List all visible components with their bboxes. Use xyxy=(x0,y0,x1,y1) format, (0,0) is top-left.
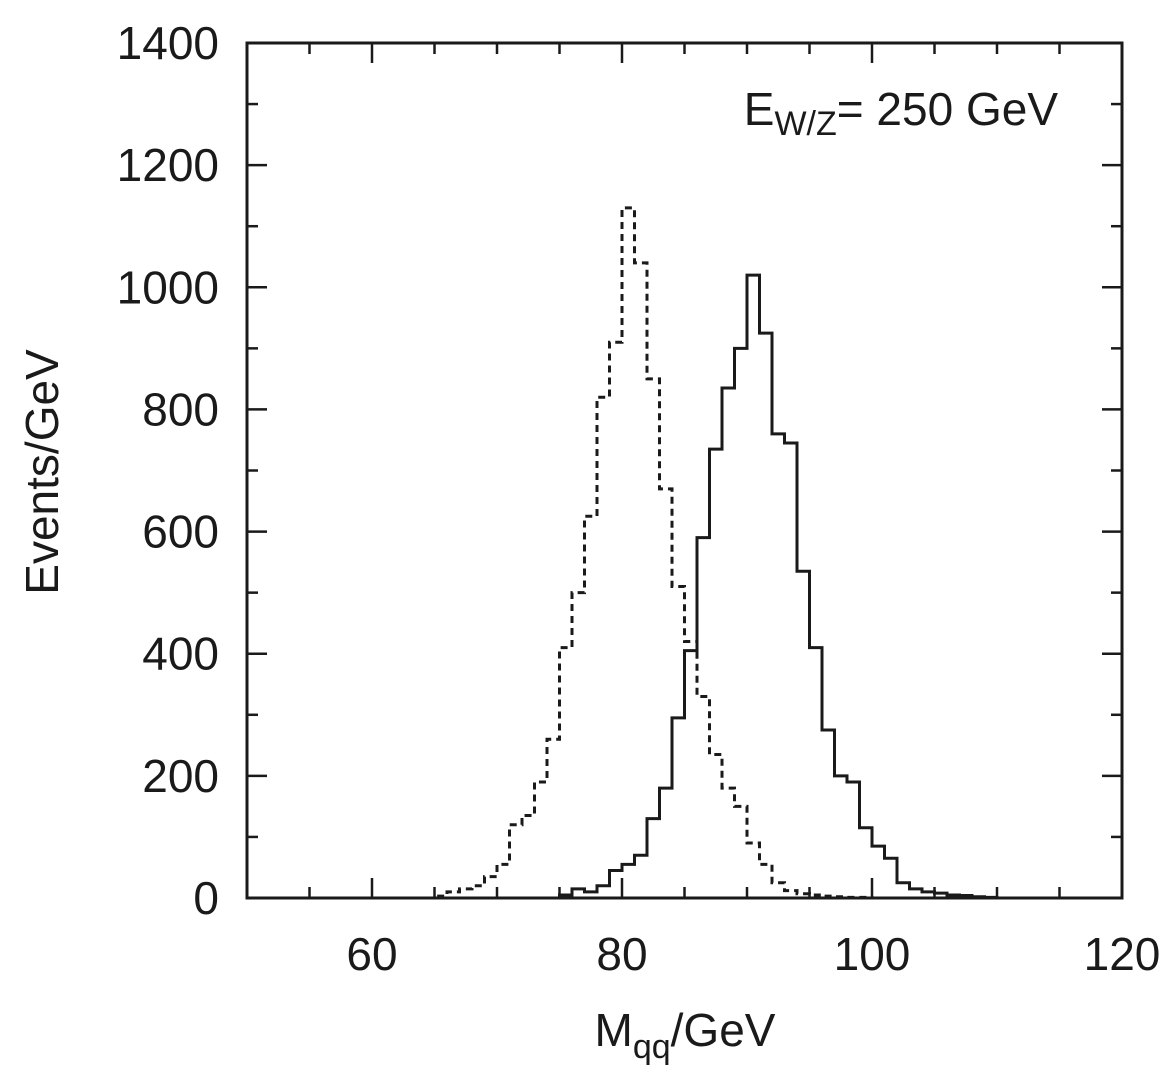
series-w-histogram xyxy=(247,206,1122,900)
x-tick-label: 80 xyxy=(596,928,647,980)
y-tick-label: 0 xyxy=(193,872,219,924)
x-tick-label: 60 xyxy=(346,928,397,980)
y-tick-label: 1000 xyxy=(117,261,219,313)
x-tick-label: 100 xyxy=(834,928,911,980)
y-tick-label: 1200 xyxy=(117,139,219,191)
series-layer xyxy=(247,206,1122,900)
y-axis-label: Events/GeV xyxy=(16,349,68,595)
y-tick-label: 400 xyxy=(142,628,219,680)
y-tick-label: 800 xyxy=(142,383,219,435)
y-tick-label: 600 xyxy=(142,506,219,558)
energy-annotation: EW/Z= 250 GeV xyxy=(744,83,1059,143)
x-tick-label: 120 xyxy=(1084,928,1161,980)
y-tick-label: 200 xyxy=(142,750,219,802)
x-axis-label: Mqq/GeV xyxy=(595,1004,776,1066)
plot-frame xyxy=(245,41,1124,900)
y-tick-label: 1400 xyxy=(117,17,219,69)
